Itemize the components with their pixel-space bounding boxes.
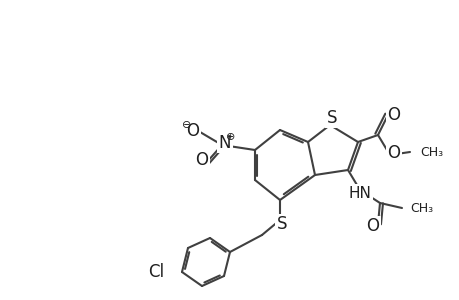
Text: ⊖: ⊖: [182, 120, 191, 130]
Text: O: O: [386, 106, 400, 124]
Text: N: N: [218, 134, 231, 152]
Text: S: S: [326, 109, 336, 127]
Text: O: O: [386, 144, 400, 162]
Text: CH₃: CH₃: [409, 202, 432, 214]
Text: S: S: [276, 215, 286, 233]
Text: CH₃: CH₃: [419, 146, 442, 158]
Text: ⊕: ⊕: [226, 132, 235, 142]
Text: Cl: Cl: [148, 263, 164, 281]
Text: O: O: [186, 122, 199, 140]
Text: O: O: [366, 217, 379, 235]
Text: HN: HN: [348, 185, 370, 200]
Text: O: O: [195, 151, 208, 169]
